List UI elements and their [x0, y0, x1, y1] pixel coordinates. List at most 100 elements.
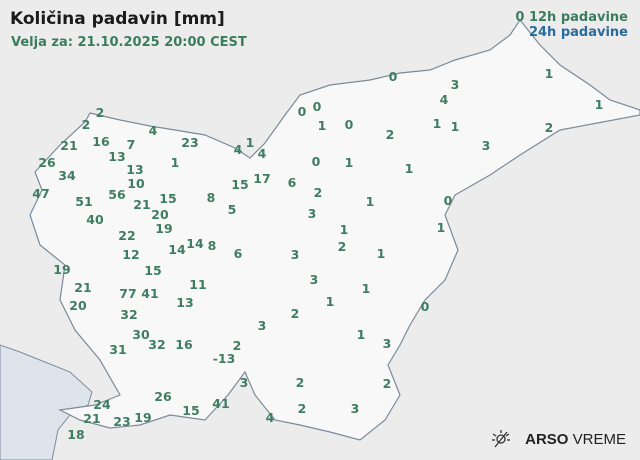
station-value: 2 [95, 104, 105, 120]
station-value: 12 [122, 246, 140, 262]
station-value: 0 [297, 103, 307, 119]
station-value: 1 [344, 154, 354, 170]
station-value: 0 [443, 192, 453, 208]
station-value: 3 [307, 205, 317, 221]
station-value: 5 [227, 201, 237, 217]
station-value: 32 [148, 336, 166, 352]
station-value: 15 [159, 190, 177, 206]
station-value: 22 [118, 227, 136, 243]
station-value: 2 [81, 116, 91, 132]
station-value: 56 [108, 186, 126, 202]
station-value: 16 [175, 336, 193, 352]
station-value: 15 [144, 262, 162, 278]
station-value: 14 [186, 235, 204, 251]
station-value: 2 [337, 238, 347, 254]
station-value: 41 [212, 395, 230, 411]
station-value: 13 [176, 294, 194, 310]
station-value: 21 [60, 137, 78, 153]
arso-logo: ARSO VREME [491, 430, 626, 448]
station-value: 1 [436, 219, 446, 235]
station-value: 1 [361, 280, 371, 296]
logo-text: ARSO VREME [525, 430, 626, 448]
station-value: 31 [109, 341, 127, 357]
station-value: 15 [182, 402, 200, 418]
station-value: 1 [245, 134, 255, 150]
station-value: 4 [233, 141, 243, 157]
station-value: 3 [290, 246, 300, 262]
station-value: 3 [450, 76, 460, 92]
station-value: 1 [594, 96, 604, 112]
station-value: 6 [287, 174, 297, 190]
station-value: 19 [53, 261, 71, 277]
station-value: 0 [344, 116, 354, 132]
legend-24h: 24h padavine [528, 25, 628, 40]
station-value: 18 [67, 426, 85, 442]
station-value: 51 [75, 193, 93, 209]
station-value: 32 [120, 306, 138, 322]
station-value: 1 [432, 115, 442, 131]
station-value: 6 [233, 245, 243, 261]
station-value: 8 [206, 189, 216, 205]
station-value: 1 [404, 160, 414, 176]
station-value: 47 [32, 185, 50, 201]
station-value: 1 [170, 154, 180, 170]
station-value: 2 [297, 400, 307, 416]
station-value: -13 [212, 350, 236, 366]
station-value: 26 [154, 388, 172, 404]
station-value: 7 [126, 136, 136, 152]
station-value: 8 [207, 237, 217, 253]
station-value: 2 [232, 337, 242, 353]
station-value: 4 [265, 409, 275, 425]
station-value: 3 [309, 271, 319, 287]
station-value: 23 [181, 134, 199, 150]
station-value: 3 [257, 317, 267, 333]
station-value: 0 [312, 98, 322, 114]
station-value: 34 [58, 167, 76, 183]
station-value: 1 [544, 65, 554, 81]
station-value: 3 [350, 400, 360, 416]
station-value: 77 [119, 285, 137, 301]
station-value: 21 [83, 410, 101, 426]
station-value: 1 [376, 245, 386, 261]
sea [0, 344, 93, 460]
station-value: 1 [325, 293, 335, 309]
station-value: 15 [231, 176, 249, 192]
station-value: 1 [365, 193, 375, 209]
station-value: 1 [356, 326, 366, 342]
station-value: 10 [127, 175, 145, 191]
station-value: 4 [257, 145, 267, 161]
legend: 0 12h padavine 24h padavine [515, 10, 628, 40]
station-value: 41 [141, 285, 159, 301]
legend-12h: 0 12h padavine [515, 10, 628, 25]
legend-sample-value: 0 [515, 10, 525, 25]
station-value: 1 [450, 118, 460, 134]
station-value: 23 [113, 413, 131, 429]
station-value: 2 [290, 305, 300, 321]
station-value: 24 [93, 396, 111, 412]
station-value: 0 [420, 298, 430, 314]
station-value: 11 [189, 276, 207, 292]
slovenia-territory [29, 18, 640, 441]
station-value: 1 [339, 221, 349, 237]
station-value: 19 [134, 409, 152, 425]
station-value: 3 [382, 335, 392, 351]
station-value: 1 [317, 117, 327, 133]
station-value: 16 [92, 133, 110, 149]
sun-weather-icon [492, 430, 511, 448]
station-value: 2 [313, 184, 323, 200]
station-value: 19 [155, 220, 173, 236]
station-value: 2 [382, 375, 392, 391]
station-value: 4 [148, 122, 158, 138]
station-value: 0 [388, 68, 398, 84]
station-value: 0 [311, 153, 321, 169]
legend-12h-label: 12h padavine [528, 10, 628, 25]
station-value: 17 [253, 170, 271, 186]
station-value: 2 [295, 374, 305, 390]
station-value: 13 [108, 148, 126, 164]
station-value: 21 [74, 279, 92, 295]
station-value: 14 [168, 241, 186, 257]
station-value: 2 [544, 119, 554, 135]
station-value: 4 [439, 91, 449, 107]
station-value: 20 [151, 206, 169, 222]
